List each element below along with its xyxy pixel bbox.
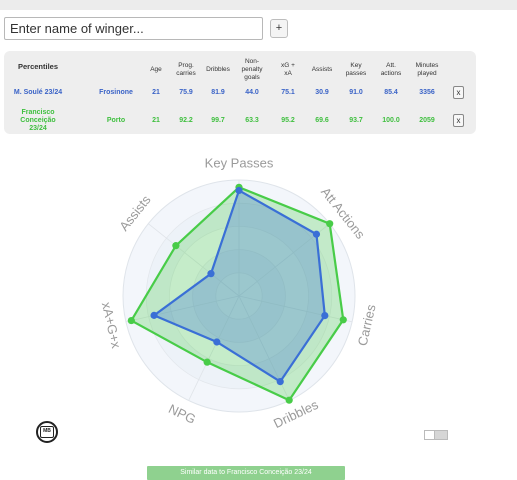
column-header-npg: Non- penalty goals [241, 58, 263, 81]
column-header-assists: Assists [311, 66, 333, 73]
stat-assists: 30.9 [315, 89, 329, 96]
data-point [312, 230, 321, 238]
player-name: Francisco Conceição 23/24 [20, 109, 56, 132]
stat-mins: 2059 [419, 117, 435, 124]
table-title: Percentiles [18, 62, 59, 71]
stat-xgxa: 95.2 [281, 117, 295, 124]
logo-icon: MB [36, 421, 58, 443]
radar-spoke [238, 295, 353, 323]
column-header-mins: Minutes played [415, 62, 439, 77]
data-point [326, 220, 334, 228]
axis-label: NPG [166, 401, 198, 427]
column-header-prog: Prog. carries [176, 62, 196, 77]
data-point [276, 377, 284, 386]
remove-player-button[interactable]: x [453, 114, 464, 127]
stat-kp: 93.7 [349, 117, 363, 124]
stat-prog: 75.9 [179, 89, 193, 96]
logo-text: MB [40, 426, 54, 438]
data-point [213, 338, 221, 346]
axis-label: Carries [355, 303, 379, 348]
column-header-drib: Dribbles [206, 66, 230, 73]
stat-npg: 63.3 [245, 117, 259, 124]
winger-search-input[interactable] [4, 17, 263, 40]
radar-spoke [125, 295, 240, 323]
player-team: Frosinone [99, 89, 133, 96]
similar-data-button[interactable]: Similar data to Francisco Conceição 23/2… [147, 466, 345, 480]
stat-npg: 44.0 [245, 89, 259, 96]
data-point [235, 186, 243, 195]
stat-prog: 92.2 [179, 117, 193, 124]
data-point [207, 270, 215, 278]
data-point [285, 396, 293, 404]
percentiles-table: Percentiles Age Prog. carries Dribbles Non-… [4, 51, 476, 134]
column-header-att: Att. actions [380, 62, 402, 77]
data-point [172, 242, 180, 250]
series-area-conceicao [129, 186, 345, 402]
stat-mins: 3356 [419, 89, 435, 96]
player-team: Porto [106, 117, 126, 124]
data-point [150, 311, 158, 319]
remove-player-button[interactable]: x [453, 86, 464, 99]
data-point [203, 358, 211, 366]
player-name: M. Soulé 23/24 [13, 89, 63, 96]
stat-att: 100.0 [382, 117, 400, 124]
stat-age: 21 [152, 89, 160, 96]
data-point [127, 316, 135, 325]
column-header-kp: Key passes [345, 62, 367, 77]
theme-toggle[interactable] [424, 430, 448, 440]
radar-spoke [148, 223, 240, 297]
stat-drib: 99.7 [211, 117, 225, 124]
stat-age: 21 [152, 117, 160, 124]
data-point [339, 316, 347, 324]
radar-spoke [188, 295, 240, 401]
axis-label: xA+G+x [99, 301, 124, 351]
stat-att: 85.4 [384, 89, 398, 96]
column-header-xgxa: xG + xA [281, 62, 295, 77]
data-point [321, 311, 329, 320]
top-bar [0, 0, 517, 10]
stat-assists: 69.6 [315, 117, 329, 124]
add-winger-button[interactable]: + [270, 19, 288, 38]
stat-kp: 91.0 [349, 89, 363, 96]
series-area-soule [151, 188, 326, 384]
stat-xgxa: 75.1 [281, 89, 295, 96]
column-header-age: Age [150, 66, 162, 73]
axis-label: Key Passes [205, 155, 274, 170]
stat-drib: 81.9 [211, 89, 225, 96]
toggle-knob[interactable] [425, 431, 435, 439]
